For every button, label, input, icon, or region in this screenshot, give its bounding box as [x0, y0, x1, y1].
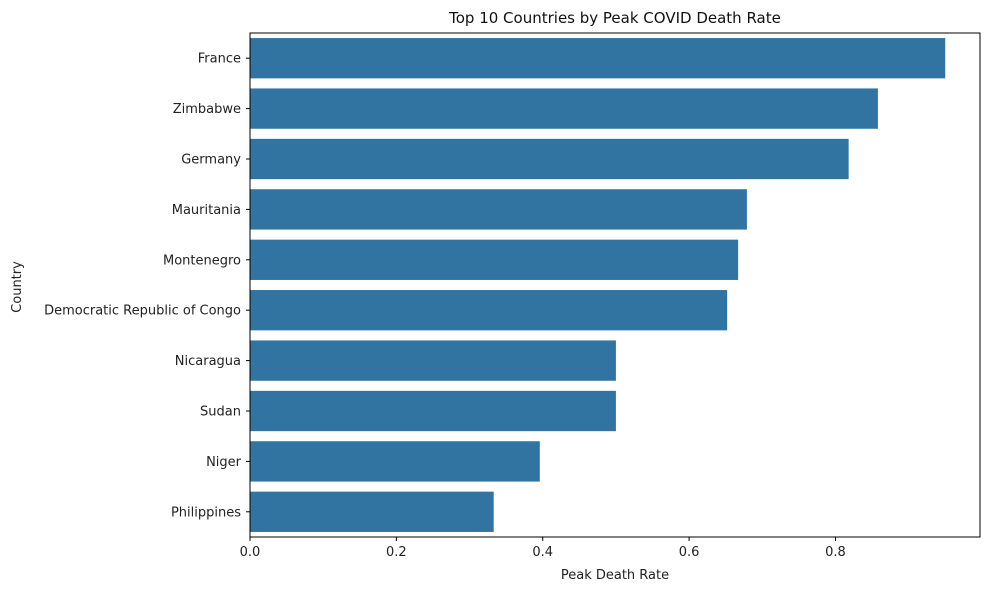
bar [250, 138, 849, 180]
y-tick-label: Germany [181, 153, 241, 168]
plot-frame [249, 32, 981, 538]
chart-title: Top 10 Countries by Peak COVID Death Rat… [448, 9, 781, 27]
x-tick-label: 0.4 [532, 545, 553, 560]
y-axis-title: Country [10, 261, 25, 313]
y-tick-label: Philippines [171, 505, 241, 520]
bar [250, 38, 946, 79]
bar [250, 88, 878, 129]
y-tick-label: Nicaragua [175, 354, 241, 369]
y-tick-label: France [198, 52, 241, 67]
bar [250, 441, 540, 482]
bar [250, 340, 616, 381]
x-axis-ticks: 0.0 0.2 0.4 0.6 0.8 [240, 537, 846, 560]
bar [250, 491, 494, 532]
y-tick-label: Montenegro [163, 253, 241, 268]
x-tick-label: 0.0 [240, 545, 261, 560]
y-tick-label: Sudan [200, 405, 241, 420]
y-tick-label: Zimbabwe [173, 102, 241, 117]
x-tick-label: 0.2 [386, 545, 407, 560]
bar [250, 290, 728, 331]
x-tick-label: 0.6 [679, 545, 700, 560]
bar [250, 239, 739, 280]
y-tick-label: Mauritania [172, 203, 241, 218]
bar [250, 390, 616, 432]
y-tick-label: Niger [206, 455, 242, 470]
bar [250, 189, 747, 230]
x-tick-label: 0.8 [825, 545, 846, 560]
y-axis-ticks: France Zimbabwe Germany Mauritania Montenegr… [44, 52, 250, 520]
x-axis-title: Peak Death Rate [561, 568, 669, 583]
y-tick-label: Democratic Republic of Congo [44, 304, 241, 319]
bars-group [250, 38, 946, 532]
